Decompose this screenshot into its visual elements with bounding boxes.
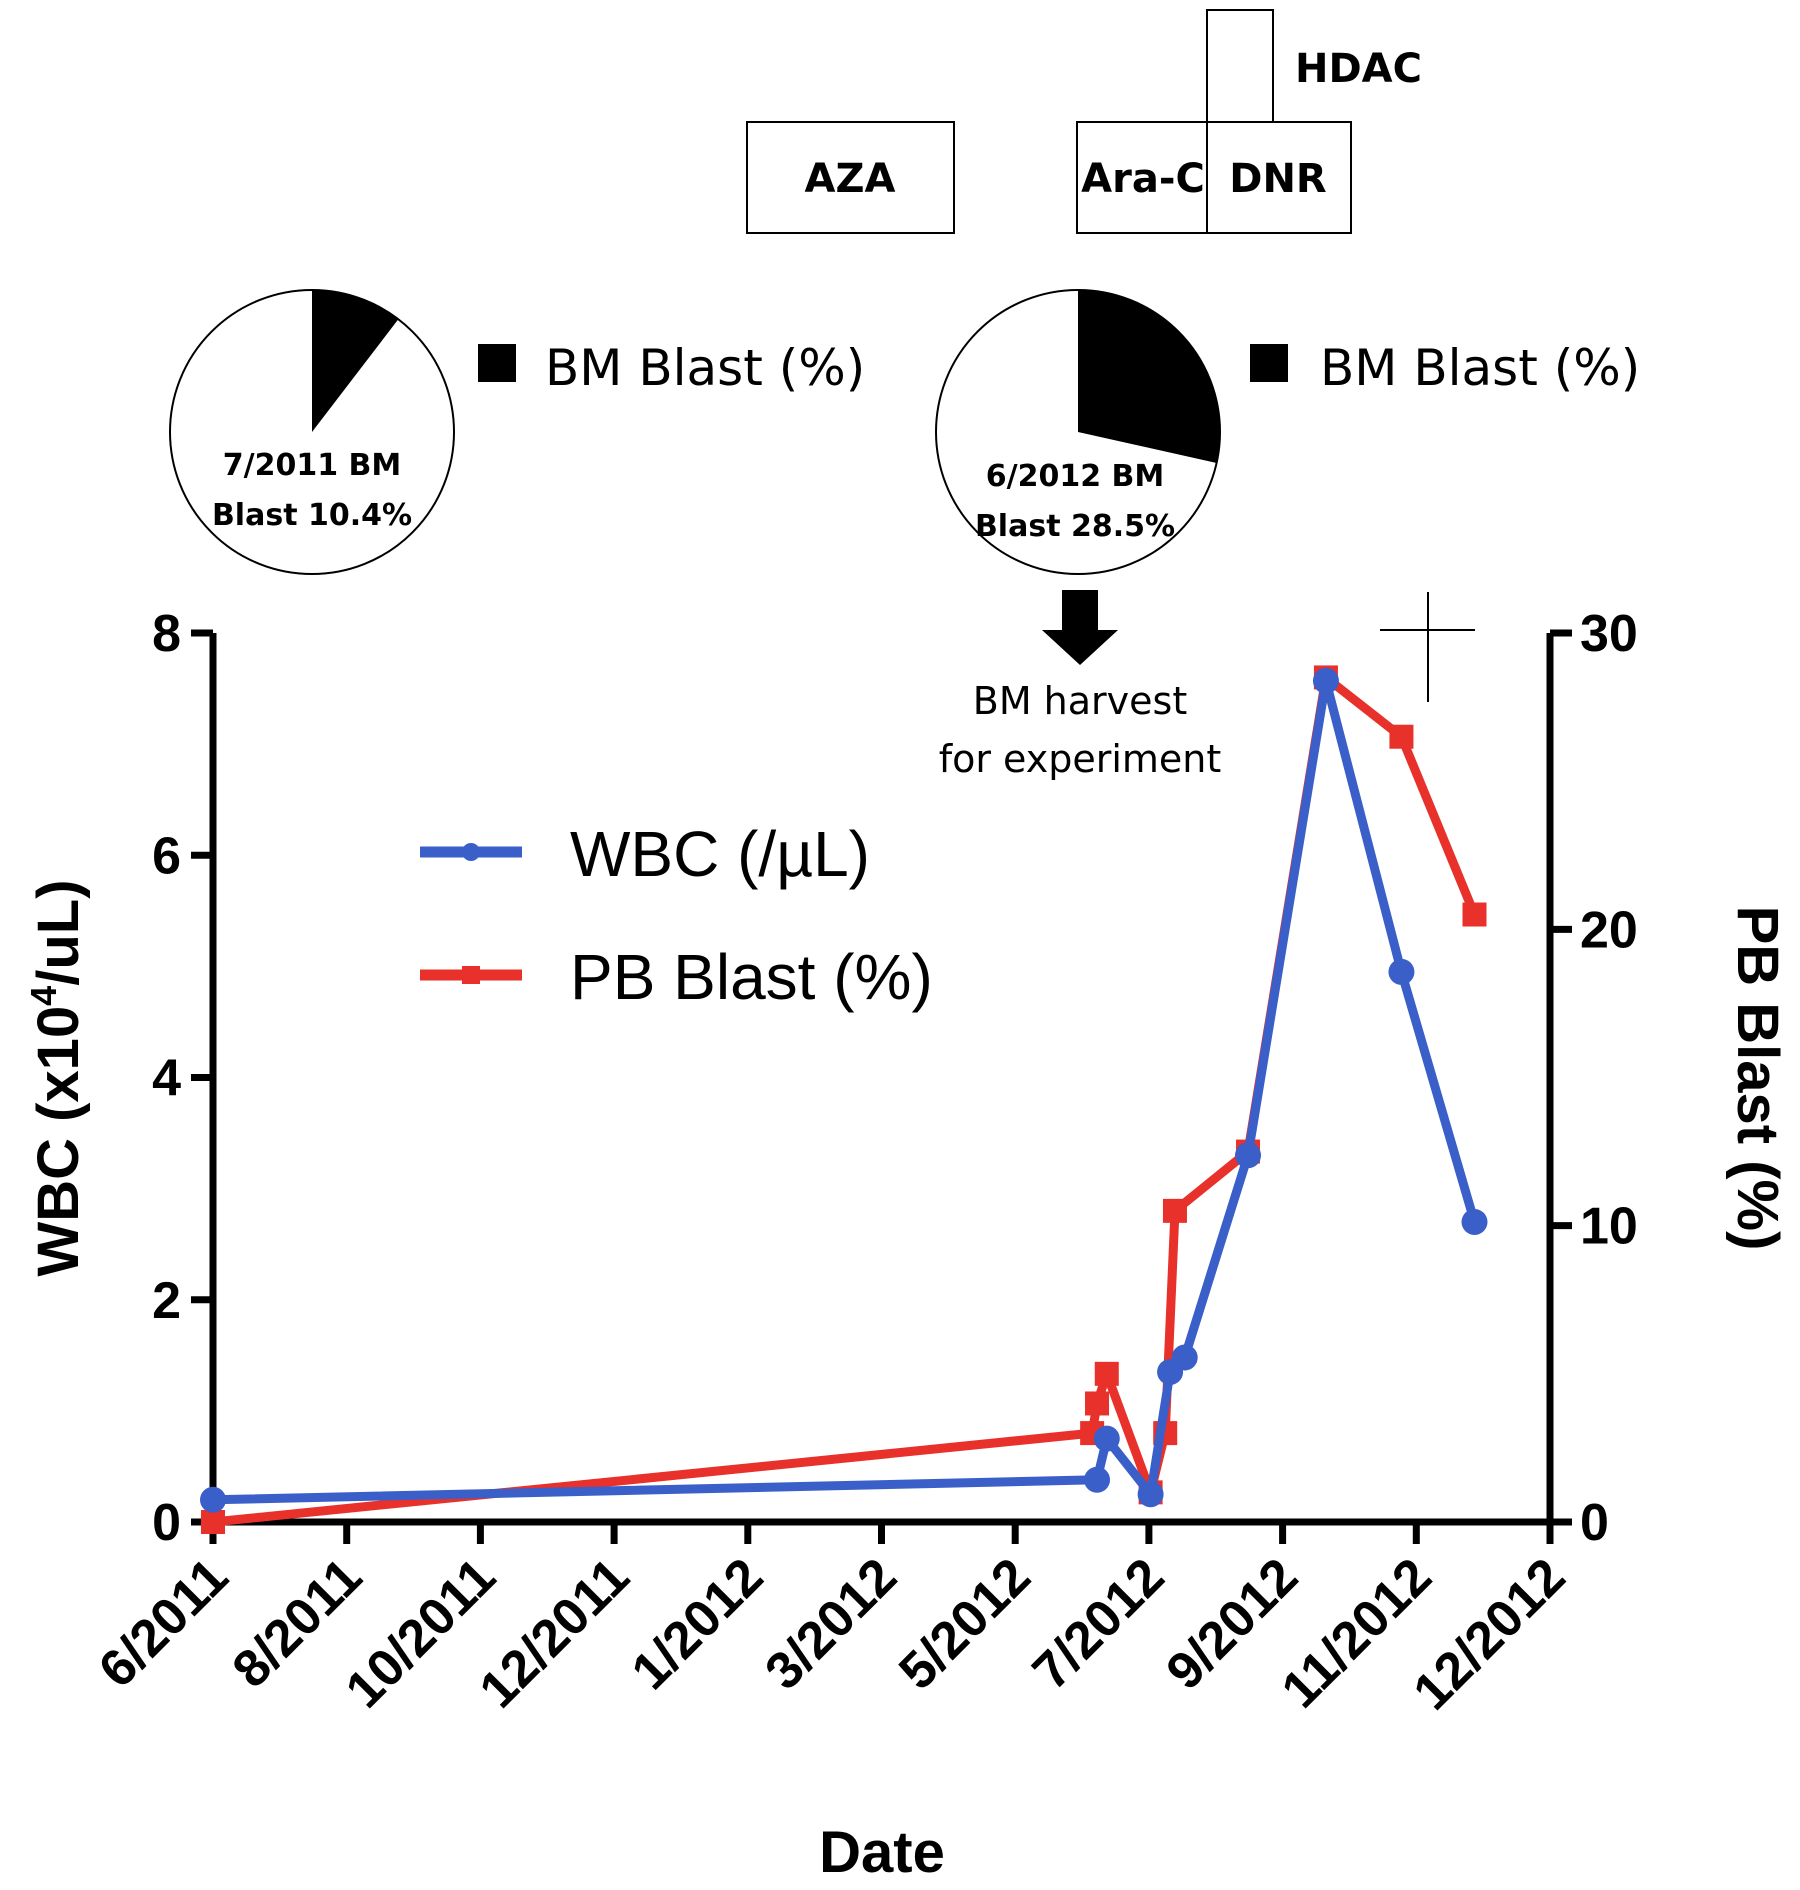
- aza-box: [746, 121, 955, 234]
- pb-blast-point: [1162, 1198, 1187, 1223]
- wbc-line: [208, 676, 1479, 1505]
- pie-2011-legend-label: BM Blast (%): [545, 339, 865, 397]
- x-axis-title: Date: [819, 1820, 945, 1885]
- legend-pb-marker: [462, 966, 480, 984]
- right-y-ticks: 0 10 20 30: [1550, 605, 1638, 1552]
- wbc-point: [1388, 958, 1415, 985]
- x-tick-label: 7/2012: [1022, 1547, 1175, 1700]
- y-left-tick-label: 2: [152, 1272, 181, 1330]
- legend-pb-label: PB Blast (%): [570, 941, 933, 1013]
- x-tick-label: 5/2012: [888, 1547, 1041, 1700]
- pb-blast-point: [1094, 1361, 1119, 1386]
- pie-2011-blast-slice: [312, 290, 399, 432]
- y-right-tick-label: 30: [1580, 605, 1638, 663]
- wbc-point: [1171, 1344, 1198, 1371]
- legend-wbc-label: WBC (/µL): [570, 818, 870, 890]
- x-tick-label: 12/2012: [1403, 1547, 1577, 1721]
- y-left-tick-label: 0: [152, 1494, 181, 1552]
- wbc-point: [1235, 1142, 1262, 1169]
- x-tick-label: 1/2012: [621, 1547, 774, 1700]
- y-right-tick-label: 0: [1580, 1494, 1609, 1552]
- y-right-tick-label: 10: [1580, 1198, 1638, 1256]
- y-left-tick-label: 8: [152, 605, 181, 663]
- dnr-label: DNR: [1229, 156, 1326, 202]
- y-right-axis-title: PB Blast (%): [1725, 906, 1790, 1251]
- pie-2012-label-line2: Blast 28.5%: [975, 509, 1175, 544]
- y-left-tick-label: 6: [152, 827, 181, 885]
- legend: WBC (/µL) PB Blast (%): [420, 818, 933, 1013]
- pie-2011-label-line1: 7/2011 BM: [223, 448, 402, 483]
- down-arrow-icon: [1042, 590, 1118, 665]
- pie-chart-2011: 7/2011 BM Blast 10.4%: [169, 289, 455, 575]
- wbc-point: [200, 1486, 226, 1513]
- y-left-axis-title: WBC (x104/uL): [23, 879, 91, 1276]
- aza-label: AZA: [805, 156, 896, 202]
- pb-blast-point: [201, 1510, 225, 1534]
- annotation-line2: for experiment: [939, 737, 1222, 781]
- pie-2012-legend-swatch: [1250, 344, 1288, 382]
- data-series: [200, 665, 1488, 1534]
- pie-2011-label-line2: Blast 10.4%: [212, 498, 412, 533]
- wbc-point: [1084, 1466, 1111, 1493]
- x-tick-label: 3/2012: [755, 1547, 908, 1700]
- hdac-label: HDAC: [1295, 46, 1422, 92]
- y-left-tick-label: 4: [152, 1050, 181, 1108]
- x-tick-label: 12/2011: [469, 1547, 641, 1719]
- pie-2012-label-line1: 6/2012 BM: [986, 459, 1165, 494]
- pie-2012-blast-slice: [1078, 290, 1221, 463]
- x-tick-label: 6/2011: [88, 1547, 239, 1698]
- wbc-point: [1137, 1481, 1164, 1508]
- arac-label: Ara-C: [1081, 156, 1205, 202]
- left-y-ticks: 0 2 4 6 8: [152, 605, 213, 1552]
- pb-blast-point: [1462, 902, 1487, 927]
- y-right-tick-label: 20: [1580, 901, 1638, 959]
- pb-blast-point: [1085, 1391, 1110, 1416]
- legend-wbc-marker: [462, 843, 480, 861]
- annotation-line1: BM harvest: [973, 679, 1188, 723]
- x-tick-label: 10/2011: [335, 1547, 507, 1719]
- treatment-boxes: [746, 9, 1352, 234]
- x-ticks: 6/20118/201110/201112/20111/20123/20125/…: [88, 1522, 1576, 1721]
- pb-blast-point: [1389, 724, 1414, 749]
- pb-blast-line: [208, 673, 1479, 1527]
- wbc-point: [1461, 1208, 1488, 1235]
- cross-icon: [1380, 592, 1475, 702]
- pie-2012-legend-label: BM Blast (%): [1320, 339, 1640, 397]
- wbc-point: [1093, 1425, 1120, 1452]
- wbc-point: [1312, 667, 1339, 694]
- pie-2011-legend-swatch: [478, 344, 516, 382]
- pie-chart-2012: 6/2012 BM Blast 28.5%: [935, 289, 1221, 575]
- hdac-box: [1206, 9, 1274, 123]
